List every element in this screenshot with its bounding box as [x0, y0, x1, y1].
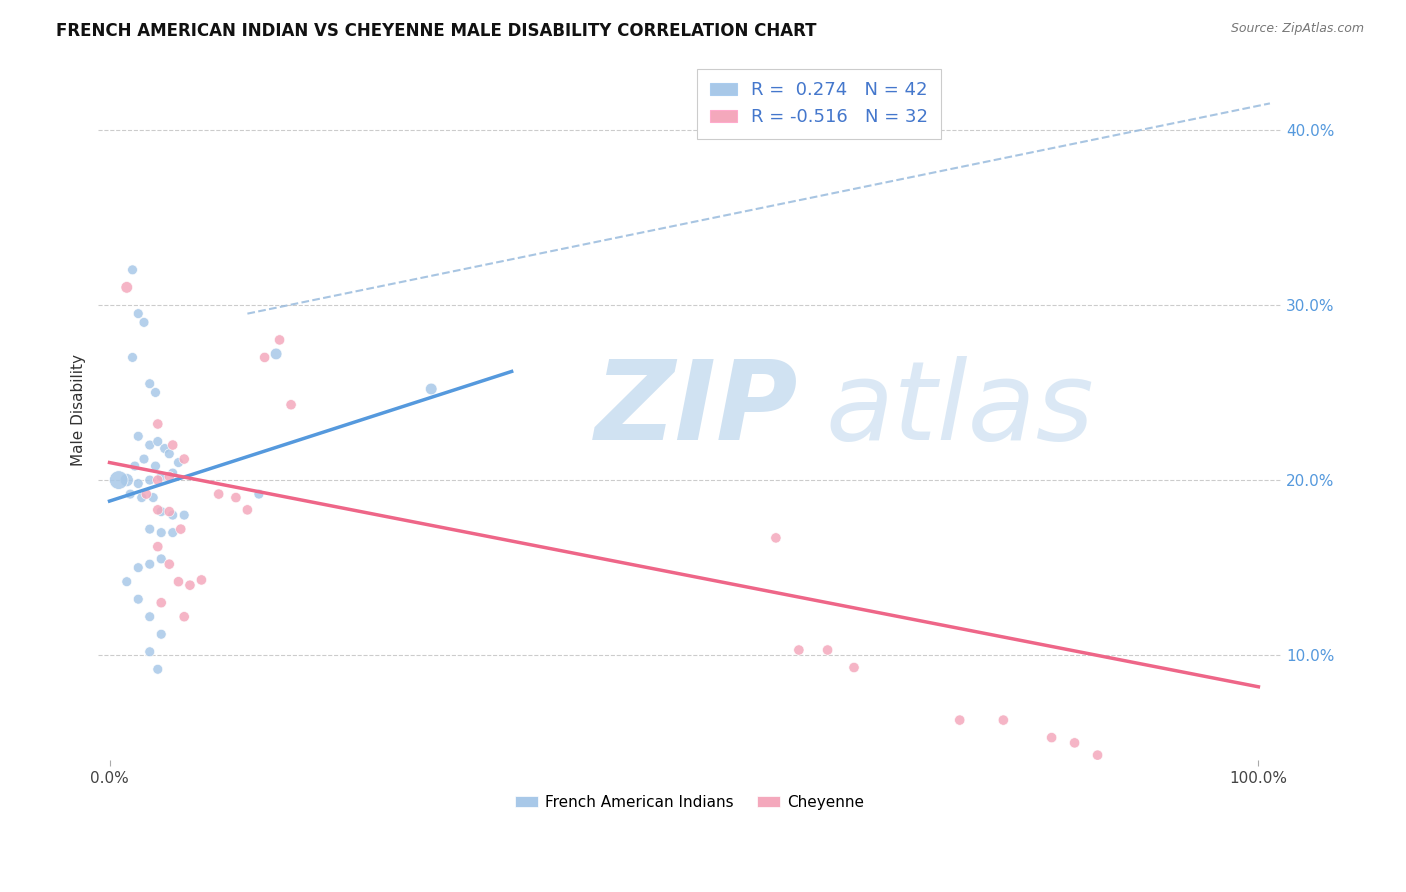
Point	[132, 315, 155, 329]
Point	[135, 487, 157, 501]
Point	[139, 522, 162, 536]
Point	[132, 452, 155, 467]
Point	[949, 713, 972, 727]
Point	[139, 609, 162, 624]
Point	[127, 476, 149, 491]
Point	[269, 333, 291, 347]
Point	[139, 438, 162, 452]
Point	[420, 382, 443, 396]
Point	[124, 458, 146, 473]
Point	[146, 434, 169, 449]
Point	[121, 263, 143, 277]
Point	[173, 609, 195, 624]
Point	[253, 351, 276, 365]
Point	[145, 458, 167, 473]
Point	[162, 508, 184, 522]
Point	[107, 473, 129, 487]
Point	[280, 398, 302, 412]
Point	[139, 473, 162, 487]
Point	[1087, 748, 1109, 763]
Point	[167, 574, 190, 589]
Point	[1040, 731, 1063, 745]
Point	[157, 505, 180, 519]
Point	[120, 487, 142, 501]
Point	[179, 578, 201, 592]
Point	[115, 280, 138, 294]
Point	[157, 469, 180, 483]
Point	[127, 429, 149, 443]
Point	[236, 503, 259, 517]
Point	[139, 376, 162, 391]
Point	[247, 487, 270, 501]
Point	[121, 351, 143, 365]
Text: FRENCH AMERICAN INDIAN VS CHEYENNE MALE DISABILITY CORRELATION CHART: FRENCH AMERICAN INDIAN VS CHEYENNE MALE …	[56, 22, 817, 40]
Point	[127, 307, 149, 321]
Point	[150, 596, 173, 610]
Point	[127, 560, 149, 574]
Point	[264, 347, 287, 361]
Point	[162, 466, 184, 480]
Text: ZIP: ZIP	[595, 357, 799, 464]
Point	[142, 491, 165, 505]
Point	[150, 552, 173, 566]
Point	[146, 473, 169, 487]
Y-axis label: Male Disability: Male Disability	[72, 354, 86, 466]
Point	[146, 540, 169, 554]
Point	[150, 505, 173, 519]
Point	[1063, 736, 1085, 750]
Point	[173, 452, 195, 467]
Point	[131, 491, 153, 505]
Text: atlas: atlas	[825, 357, 1094, 464]
Point	[150, 525, 173, 540]
Point	[157, 447, 180, 461]
Point	[115, 473, 138, 487]
Point	[150, 627, 173, 641]
Point	[765, 531, 787, 545]
Point	[146, 662, 169, 676]
Point	[167, 456, 190, 470]
Point	[145, 385, 167, 400]
Point	[170, 522, 193, 536]
Point	[173, 508, 195, 522]
Point	[146, 417, 169, 431]
Point	[146, 503, 169, 517]
Point	[190, 573, 212, 587]
Point	[157, 557, 180, 571]
Point	[842, 660, 865, 674]
Point	[787, 643, 810, 657]
Legend: French American Indians, Cheyenne: French American Indians, Cheyenne	[509, 789, 870, 816]
Point	[225, 491, 247, 505]
Point	[139, 557, 162, 571]
Point	[115, 574, 138, 589]
Point	[162, 525, 184, 540]
Point	[208, 487, 231, 501]
Point	[127, 592, 149, 607]
Point	[153, 442, 176, 456]
Point	[817, 643, 839, 657]
Text: Source: ZipAtlas.com: Source: ZipAtlas.com	[1230, 22, 1364, 36]
Point	[162, 438, 184, 452]
Point	[993, 713, 1015, 727]
Point	[139, 645, 162, 659]
Point	[150, 469, 173, 483]
